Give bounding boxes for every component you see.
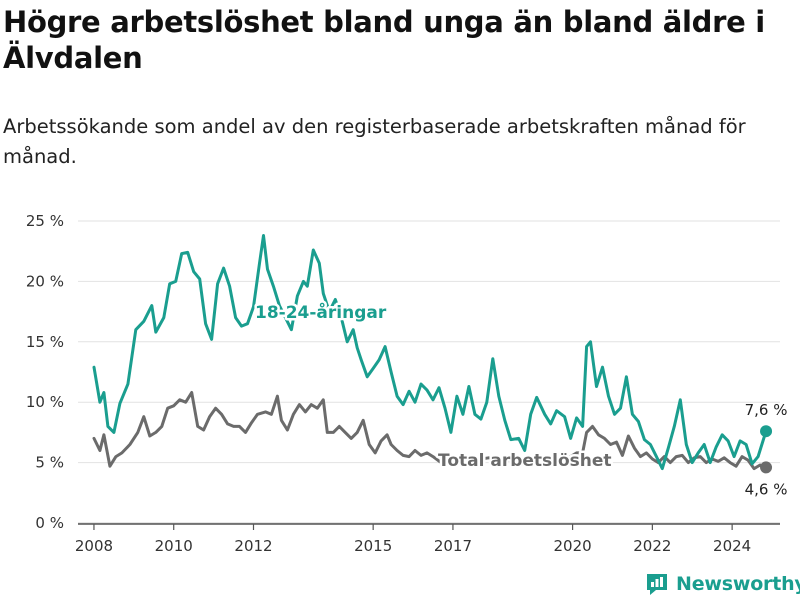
series-end-point: [760, 425, 773, 438]
x-tick-label: 2008: [75, 537, 113, 555]
brand-name: Newsworthy: [676, 573, 800, 595]
x-tick-label: 2015: [354, 537, 392, 555]
chart-subtitle: Arbetssökande som andel av den registerb…: [3, 115, 746, 168]
x-tick-label: 2017: [434, 537, 472, 555]
x-tick-label: 2022: [633, 537, 671, 555]
y-tick-label: 10 %: [26, 393, 64, 411]
end-value-label: 4,6 %: [745, 480, 788, 498]
y-tick-label: 0 %: [35, 514, 64, 532]
chart-title: Högre arbetslöshet bland unga än bland ä…: [3, 5, 765, 75]
y-axis-ticks: 0 % 5 % 10 % 15 % 20 % 25 %: [26, 212, 64, 532]
series-lines: [92, 234, 773, 474]
y-tick-label: 15 %: [26, 333, 64, 351]
x-axis: 2008 2010 2012 2015 2017 2020 2022 2024: [75, 523, 780, 555]
x-tick-label: 2020: [553, 537, 591, 555]
y-tick-label: 20 %: [26, 272, 64, 290]
y-tick-label: 5 %: [35, 454, 64, 472]
x-tick-label: 2010: [155, 537, 193, 555]
series-label: 18-24-åringar: [255, 301, 387, 323]
brand-logo: Newsworthy: [644, 569, 800, 599]
end-value-label: 7,6 %: [745, 401, 788, 419]
x-tick-label: 2012: [234, 537, 272, 555]
line-chart: 0 %5 %10 %15 %20 %25 % 2008 2010 2012 2015 2…: [26, 212, 788, 555]
series-labels: 18-24-åringar Total arbetslöshet 7,6 % 4,6 …: [253, 299, 788, 499]
series-label: Total arbetslöshet: [438, 451, 612, 471]
series-line: [92, 234, 768, 471]
newsworthy-logo-icon: [647, 574, 667, 595]
x-tick-label: 2024: [713, 537, 751, 555]
series-end-point: [760, 461, 773, 474]
grid-lines: [78, 220, 780, 524]
y-tick-label: 25 %: [26, 212, 64, 230]
